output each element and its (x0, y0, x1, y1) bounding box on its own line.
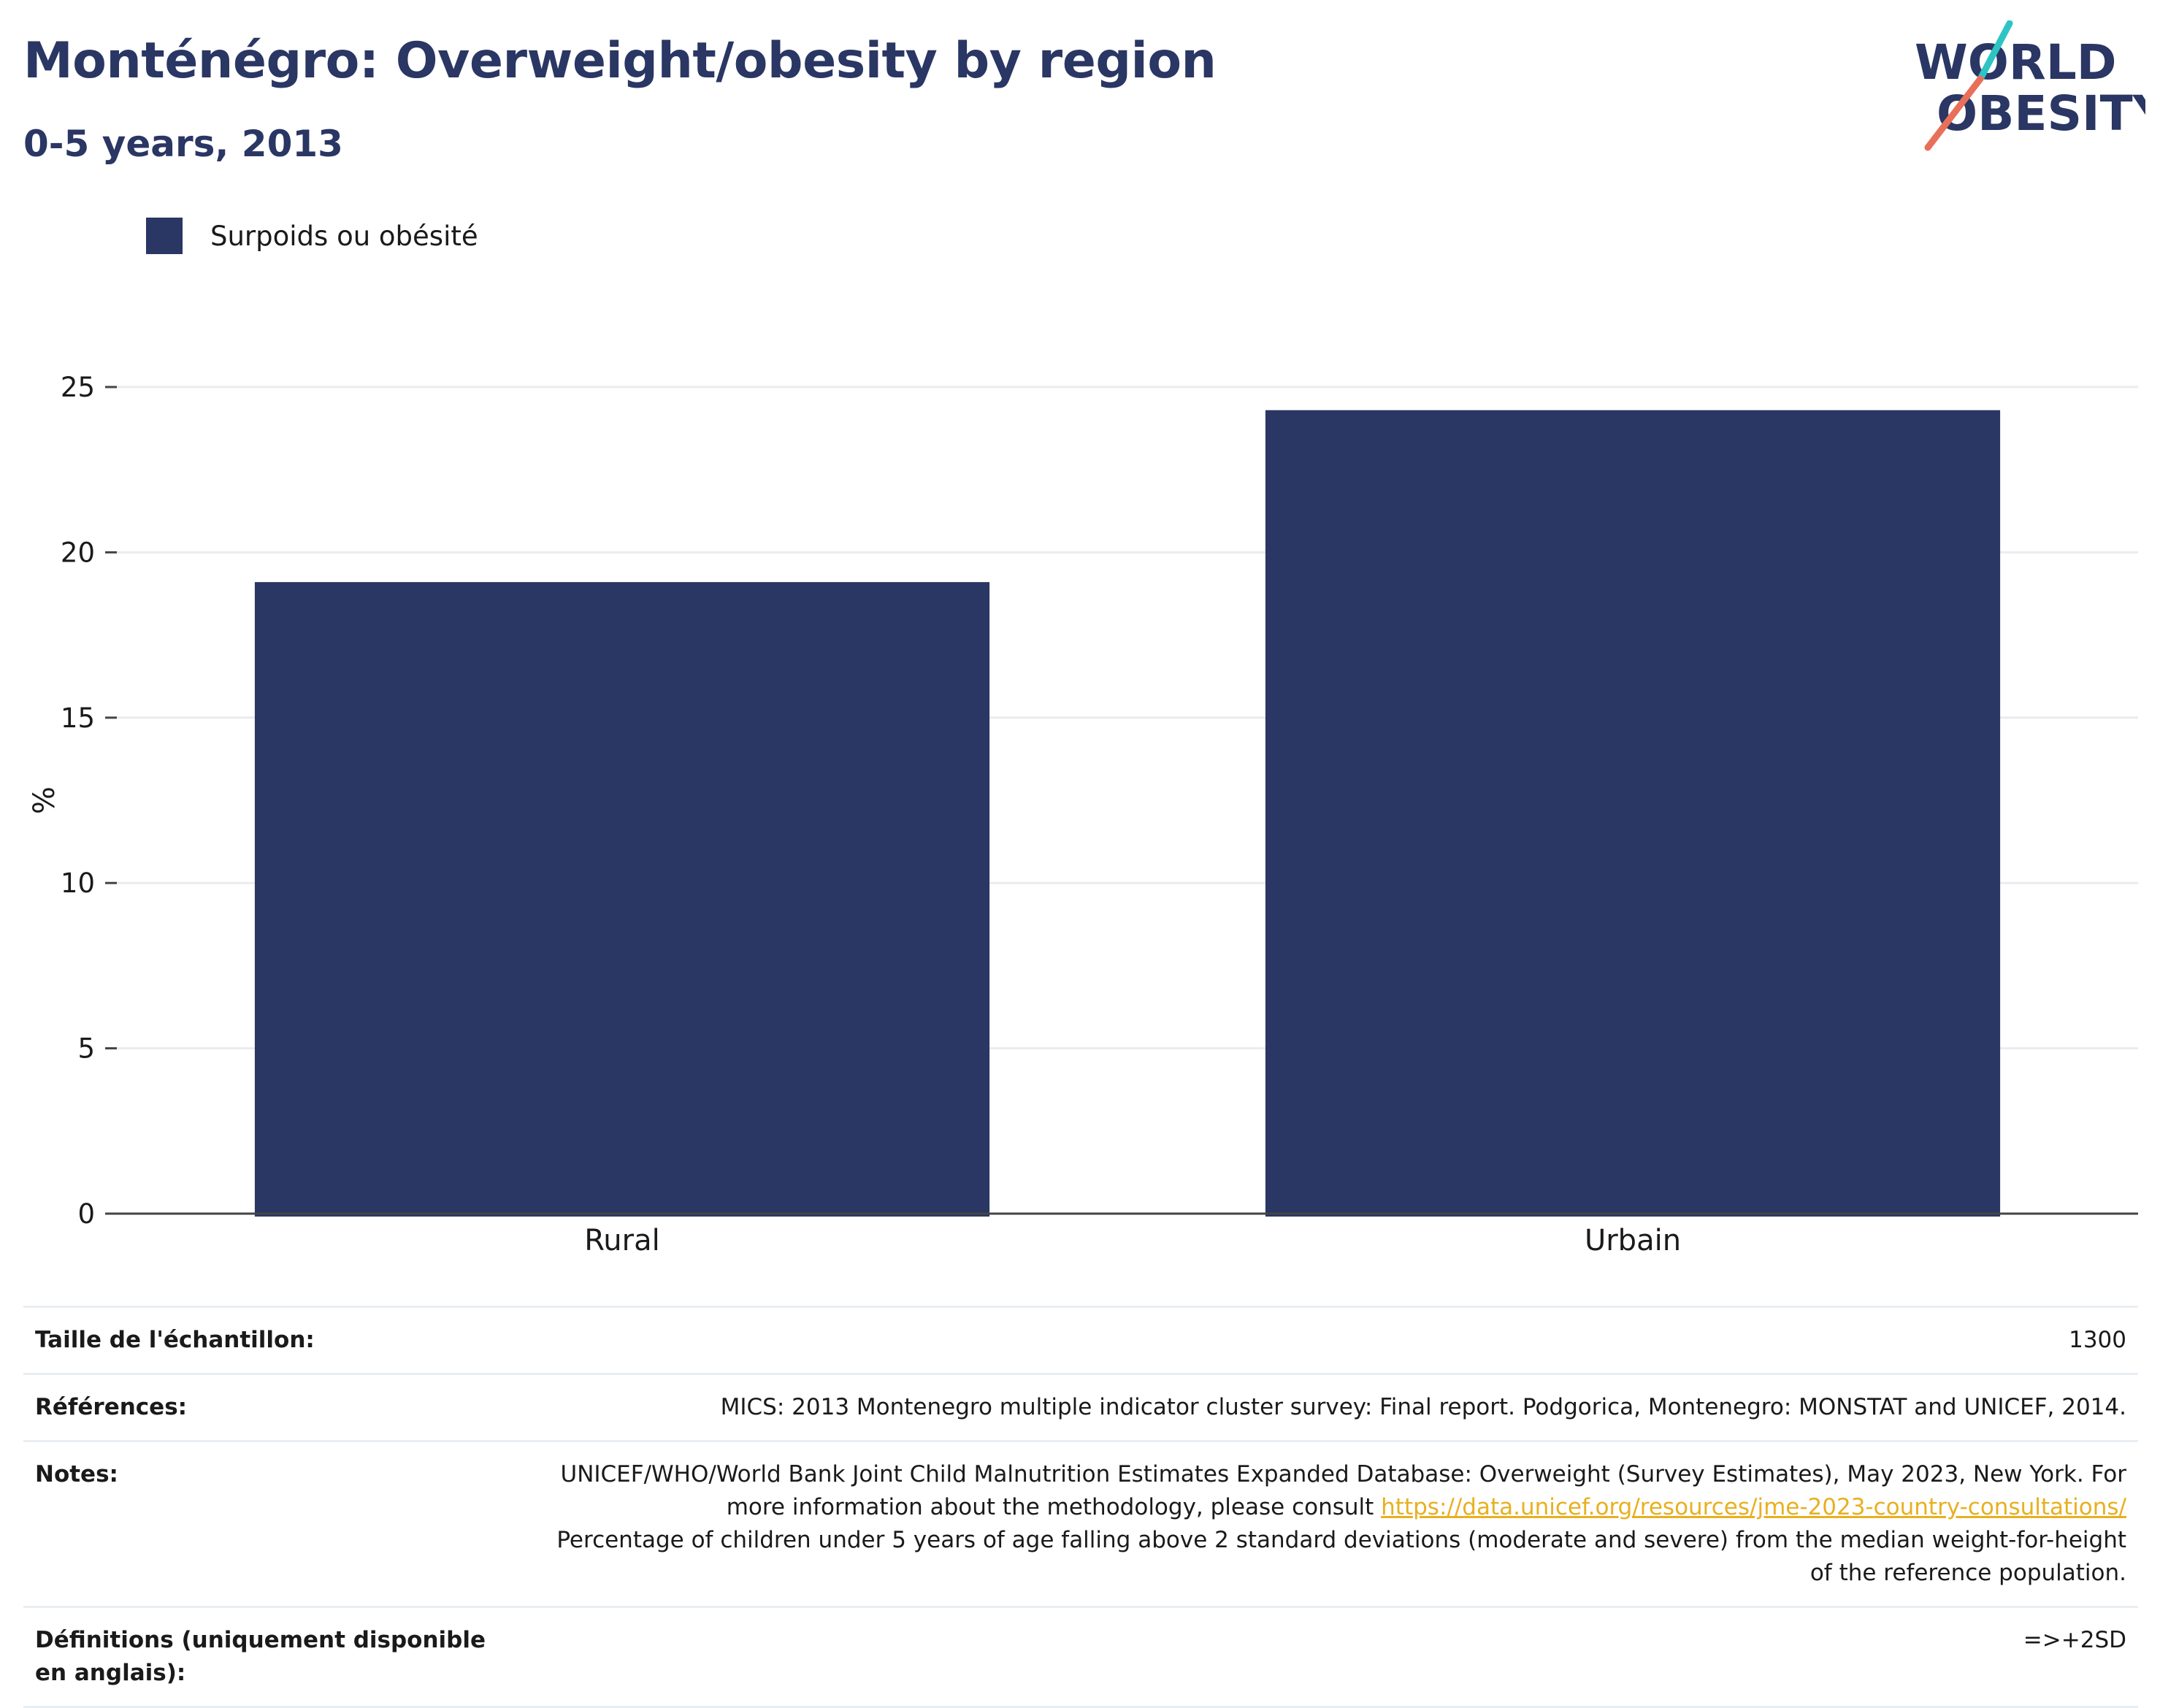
x-tick-label-urbain: Urbain (1585, 1224, 1681, 1257)
y-tick-label-5: 5 (77, 1033, 95, 1065)
legend-swatch (146, 218, 183, 254)
notes-text-2: Percentage of children under 5 years of … (556, 1526, 2126, 1586)
info-row-references: Références: MICS: 2013 Montenegro multip… (23, 1372, 2138, 1442)
chart-info-table: Taille de l'échantillon: 1300 Références… (23, 1306, 2138, 1708)
page-subtitle: 0-5 years, 2013 (23, 123, 343, 165)
bars (254, 410, 2001, 1217)
notes-text-1: UNICEF/WHO/World Bank Joint Child Malnut… (560, 1460, 2127, 1520)
y-tick-label-0: 0 (77, 1198, 95, 1230)
definitions-label: Définitions (uniquement disponible en an… (23, 1605, 529, 1708)
y-tick-label-20: 20 (61, 537, 95, 568)
logo-teal-stroke (1977, 20, 2013, 83)
info-row-sample: Taille de l'échantillon: 1300 (23, 1306, 2138, 1375)
bar-rural (254, 582, 990, 1217)
axes: 0 5 10 15 20 25 Rural Urbain% (28, 372, 2138, 1257)
page-title: Monténégro: Overweight/obesity by region (23, 32, 1217, 90)
logo-word-obesity: OBESITY (1937, 85, 2145, 142)
logo-word-world: WORLD (1915, 34, 2117, 91)
references-value: MICS: 2013 Montenegro multiple indicator… (529, 1372, 2138, 1442)
x-tick-label-rural: Rural (584, 1224, 659, 1257)
bar-chart: 0 5 10 15 20 25 Rural Urbain% (28, 372, 2138, 1257)
y-tick-label-10: 10 (61, 868, 95, 899)
references-label: Références: (23, 1372, 529, 1442)
sample-size-label: Taille de l'échantillon: (23, 1306, 529, 1375)
legend-label: Surpoids ou obésité (210, 220, 478, 252)
bar-urbain (1265, 410, 2001, 1217)
info-row-definitions: Définitions (uniquement disponible en an… (23, 1605, 2138, 1708)
y-axis-title: % (28, 786, 61, 814)
logo-coral-stroke (1924, 75, 1984, 151)
notes-value: UNICEF/WHO/World Bank Joint Child Malnut… (529, 1439, 2138, 1608)
definitions-value: =>+2SD (529, 1605, 2138, 1708)
notes-label: Notes: (23, 1439, 529, 1608)
chart-legend[interactable]: Surpoids ou obésité (146, 218, 478, 254)
y-tick-label-15: 15 (61, 702, 95, 734)
notes-link[interactable]: https://data.unicef.org/resources/jme-20… (1381, 1493, 2126, 1520)
y-tick-label-25: 25 (61, 372, 95, 403)
info-row-notes: Notes: UNICEF/WHO/World Bank Joint Child… (23, 1439, 2138, 1608)
sample-size-value: 1300 (529, 1306, 2138, 1375)
world-obesity-logo: WORLD OBESITY (1907, 20, 2160, 152)
